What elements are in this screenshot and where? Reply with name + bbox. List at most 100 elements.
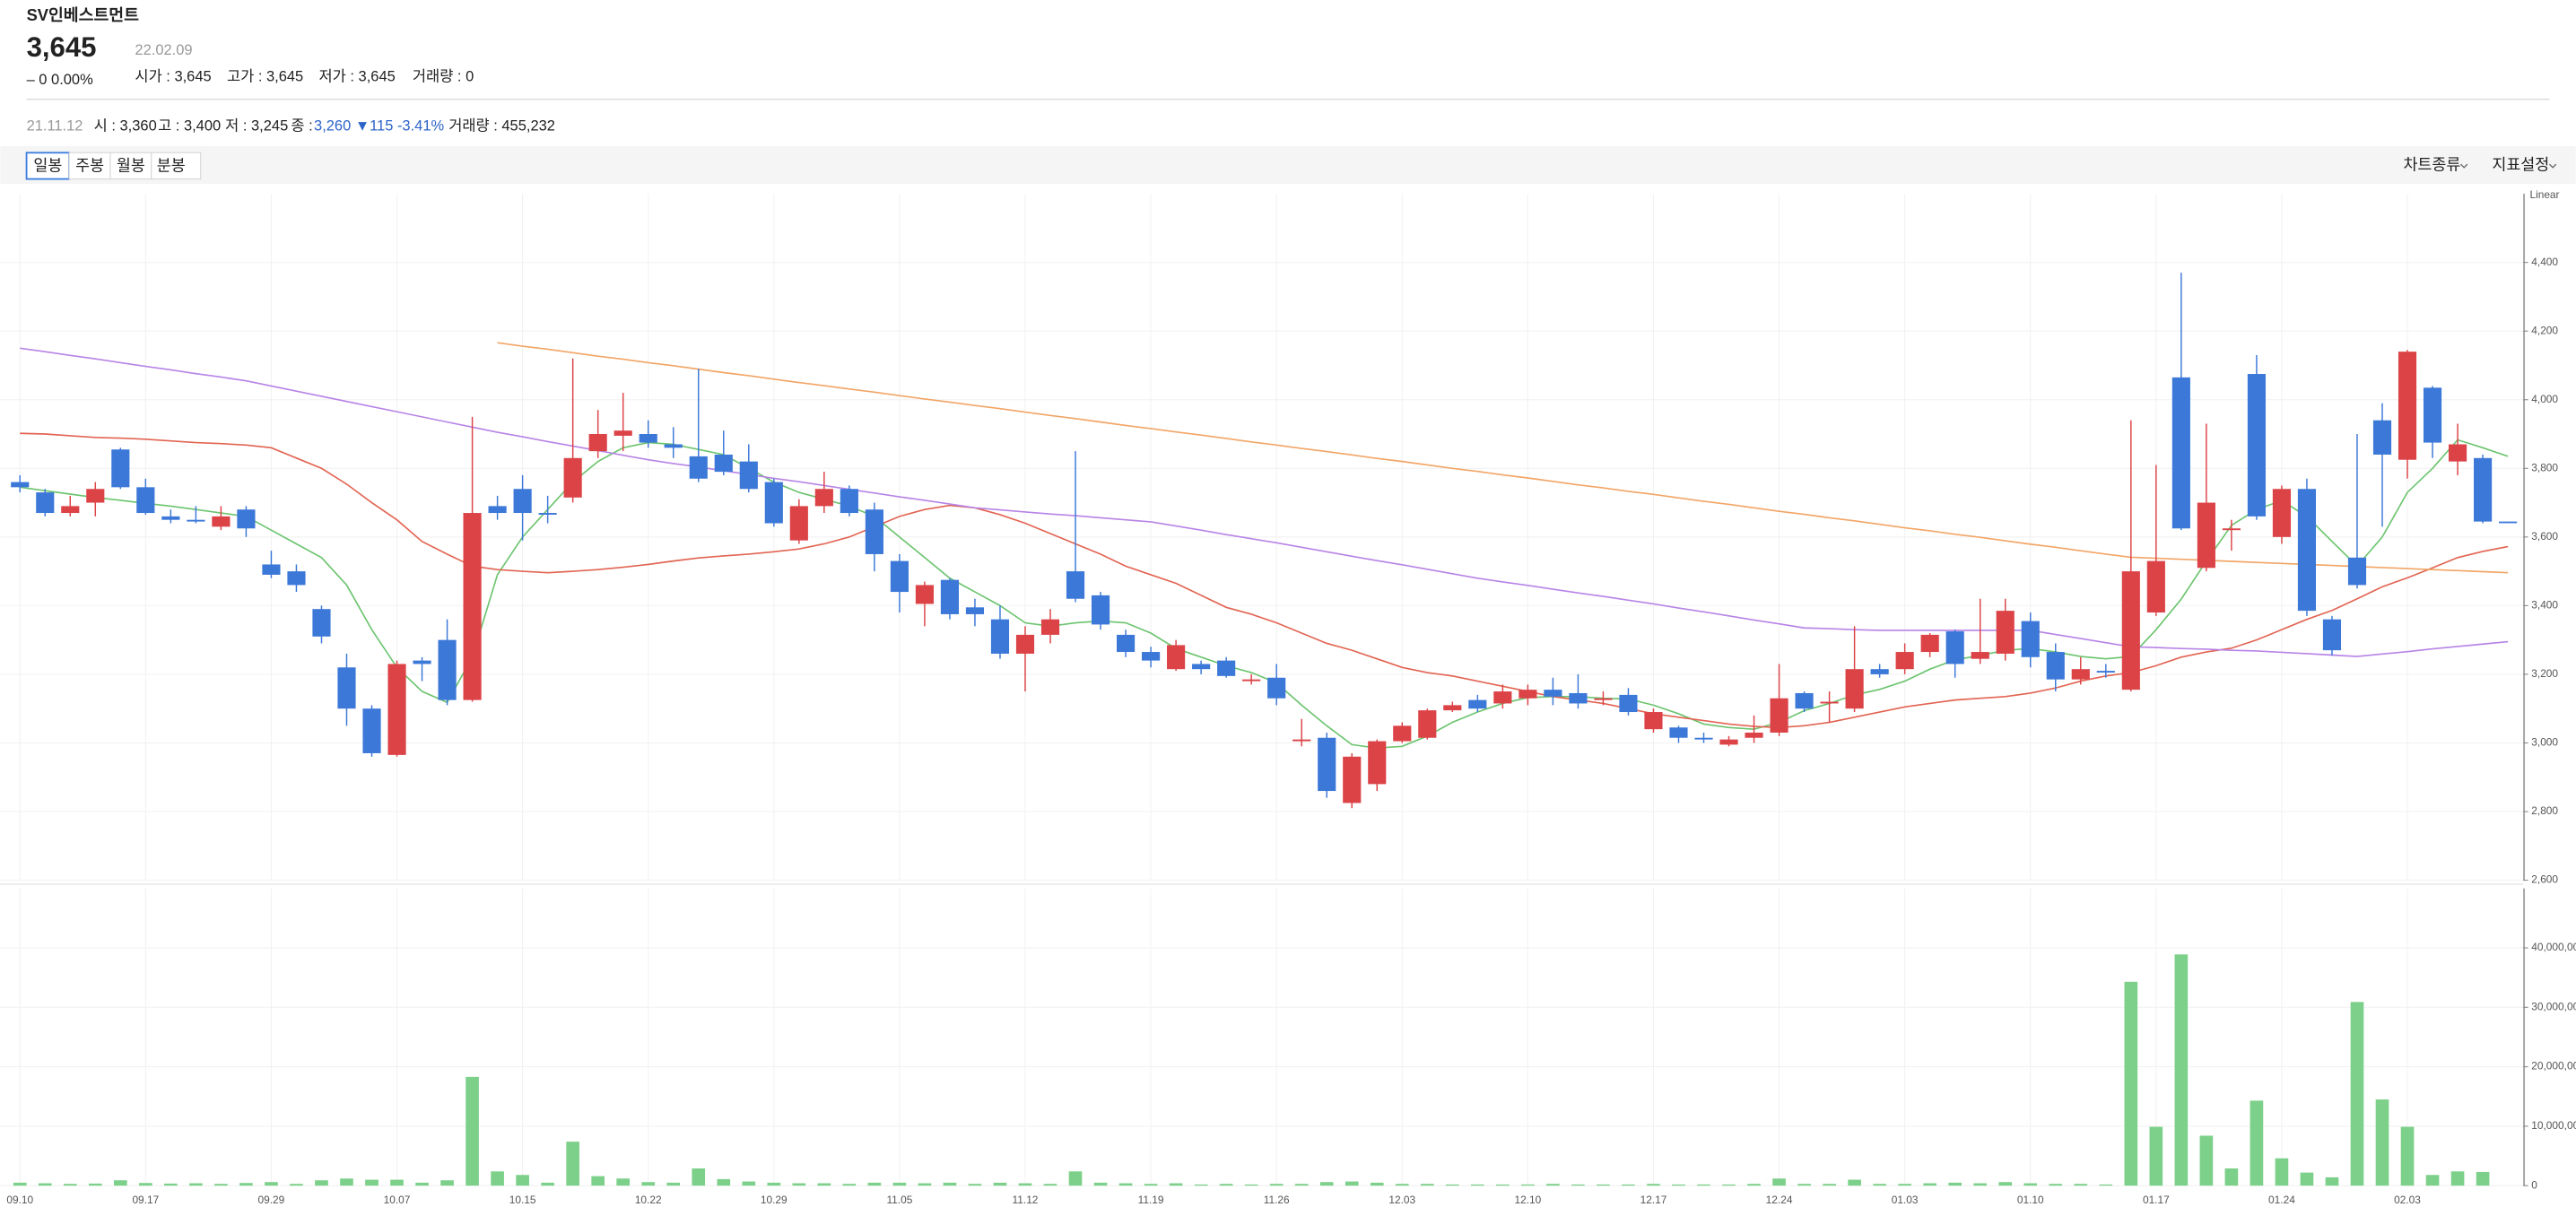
volume-bar <box>113 1180 127 1186</box>
volume-bar <box>2300 1172 2314 1186</box>
volume-bar <box>1169 1183 1183 1186</box>
toolbar-menu[interactable]: 차트종류 <box>2403 156 2460 174</box>
toolbar-menu[interactable]: 지표설정 <box>2492 156 2549 174</box>
volume-bar <box>1747 1184 1761 1186</box>
x-tick-label: 11.05 <box>886 1194 912 1206</box>
candle-body <box>2121 571 2140 690</box>
candle-body <box>940 579 960 614</box>
y-tick-label: 2,600 <box>2531 873 2558 886</box>
period-button-label[interactable]: 일봉 <box>33 156 62 174</box>
x-tick-label: 12.17 <box>1640 1194 1667 1206</box>
y-tick-label: 3,200 <box>2531 667 2558 680</box>
y-tick-label: 4,200 <box>2531 324 2558 336</box>
candle-body <box>814 489 833 507</box>
volume-bar <box>189 1183 203 1186</box>
scale-label: Linear <box>2529 188 2559 201</box>
candle-body <box>2171 377 2190 529</box>
candle-body <box>2021 621 2040 657</box>
volume-bar <box>1647 1184 1660 1186</box>
y-tick-label: 0 <box>2531 1178 2537 1191</box>
volume-bar <box>466 1076 479 1186</box>
volume-bar <box>1118 1183 1133 1186</box>
volume-bar <box>792 1183 806 1186</box>
x-tick-label: 09.17 <box>132 1194 159 1206</box>
volume-bar <box>164 1183 178 1186</box>
volume-bar <box>767 1182 781 1186</box>
period-button-label[interactable]: 월봉 <box>117 156 145 174</box>
candle-body <box>1745 732 1763 738</box>
volume-bar <box>1018 1183 1032 1186</box>
moving-average-line <box>20 432 2509 729</box>
info-item: 저 : 3,245 <box>225 117 288 134</box>
candle-body <box>1091 595 1110 625</box>
candle-body <box>538 513 557 515</box>
candle-body <box>563 457 582 498</box>
candle-body <box>463 513 482 700</box>
candle-body <box>1619 694 1638 713</box>
candle-body <box>11 482 30 488</box>
quote-stat: 고가 : 3,645 <box>227 68 303 84</box>
candle-body <box>1544 690 1562 697</box>
x-tick-label: 11.12 <box>1013 1194 1039 1206</box>
period-button-label[interactable]: 주봉 <box>75 156 104 174</box>
candle-body <box>689 456 708 479</box>
volume-bar <box>717 1178 731 1186</box>
volume-bar <box>265 1182 278 1186</box>
volume-bar <box>2149 1126 2163 1186</box>
volume-bar <box>2124 981 2138 1186</box>
volume-bar <box>13 1182 27 1186</box>
candle-body <box>136 487 155 514</box>
volume-bar <box>2074 1184 2088 1186</box>
x-tick-label: 12.10 <box>1514 1194 1541 1206</box>
candle-body <box>1443 705 1462 711</box>
toolbar <box>0 145 2576 185</box>
x-tick-label: 10.15 <box>509 1194 536 1206</box>
candle-body <box>2272 489 2292 537</box>
candle-body <box>2197 502 2215 569</box>
x-tick-label: 01.17 <box>2143 1194 2170 1206</box>
volume-bar <box>2224 1168 2239 1186</box>
volume-bar <box>1093 1182 1108 1186</box>
period-button[interactable] <box>68 152 111 180</box>
volume-bar <box>867 1182 882 1186</box>
period-button[interactable] <box>151 152 202 180</box>
candle-body <box>2423 387 2442 443</box>
candle-body <box>1971 652 1989 659</box>
candle-body <box>990 619 1010 654</box>
candle-body <box>1418 710 1437 738</box>
volume-bar <box>591 1176 605 1186</box>
volume-bar <box>2476 1171 2490 1186</box>
candle-body <box>413 660 431 664</box>
volume-bar <box>340 1178 353 1186</box>
candle-body <box>1870 669 1889 674</box>
x-tick-label: 10.22 <box>635 1194 662 1206</box>
candle-body <box>237 509 256 529</box>
candle-body <box>2347 557 2367 586</box>
volume-bar <box>1973 1183 1988 1186</box>
volume-bar <box>290 1184 303 1186</box>
x-tick-label: 12.03 <box>1388 1194 1415 1206</box>
volume-bar <box>415 1182 429 1186</box>
volume-bar <box>2425 1175 2440 1186</box>
candle-body <box>1066 571 1085 599</box>
candle-body <box>1920 634 1939 653</box>
y-tick-label: 20,000,000 <box>2531 1060 2576 1072</box>
y-tick-label: 30,000,000 <box>2531 1000 2576 1012</box>
volume-bar <box>38 1183 52 1186</box>
volume-bar <box>1420 1184 1434 1186</box>
volume-bar <box>1848 1179 1861 1186</box>
dropdown-icon <box>2460 163 2468 169</box>
volume-bar <box>817 1183 831 1186</box>
candle-body <box>1015 634 1035 654</box>
candle-body <box>639 434 657 443</box>
candle-body <box>2499 521 2518 524</box>
period-button[interactable] <box>25 152 71 180</box>
x-tick-label: 01.24 <box>2268 1194 2295 1206</box>
moving-average-line <box>20 439 2509 750</box>
candle-body <box>1217 660 1236 676</box>
candle-body <box>1493 691 1512 704</box>
period-button-label[interactable]: 분봉 <box>157 156 186 174</box>
y-tick-label: 3,000 <box>2531 736 2558 749</box>
volume-bar <box>491 1171 504 1186</box>
